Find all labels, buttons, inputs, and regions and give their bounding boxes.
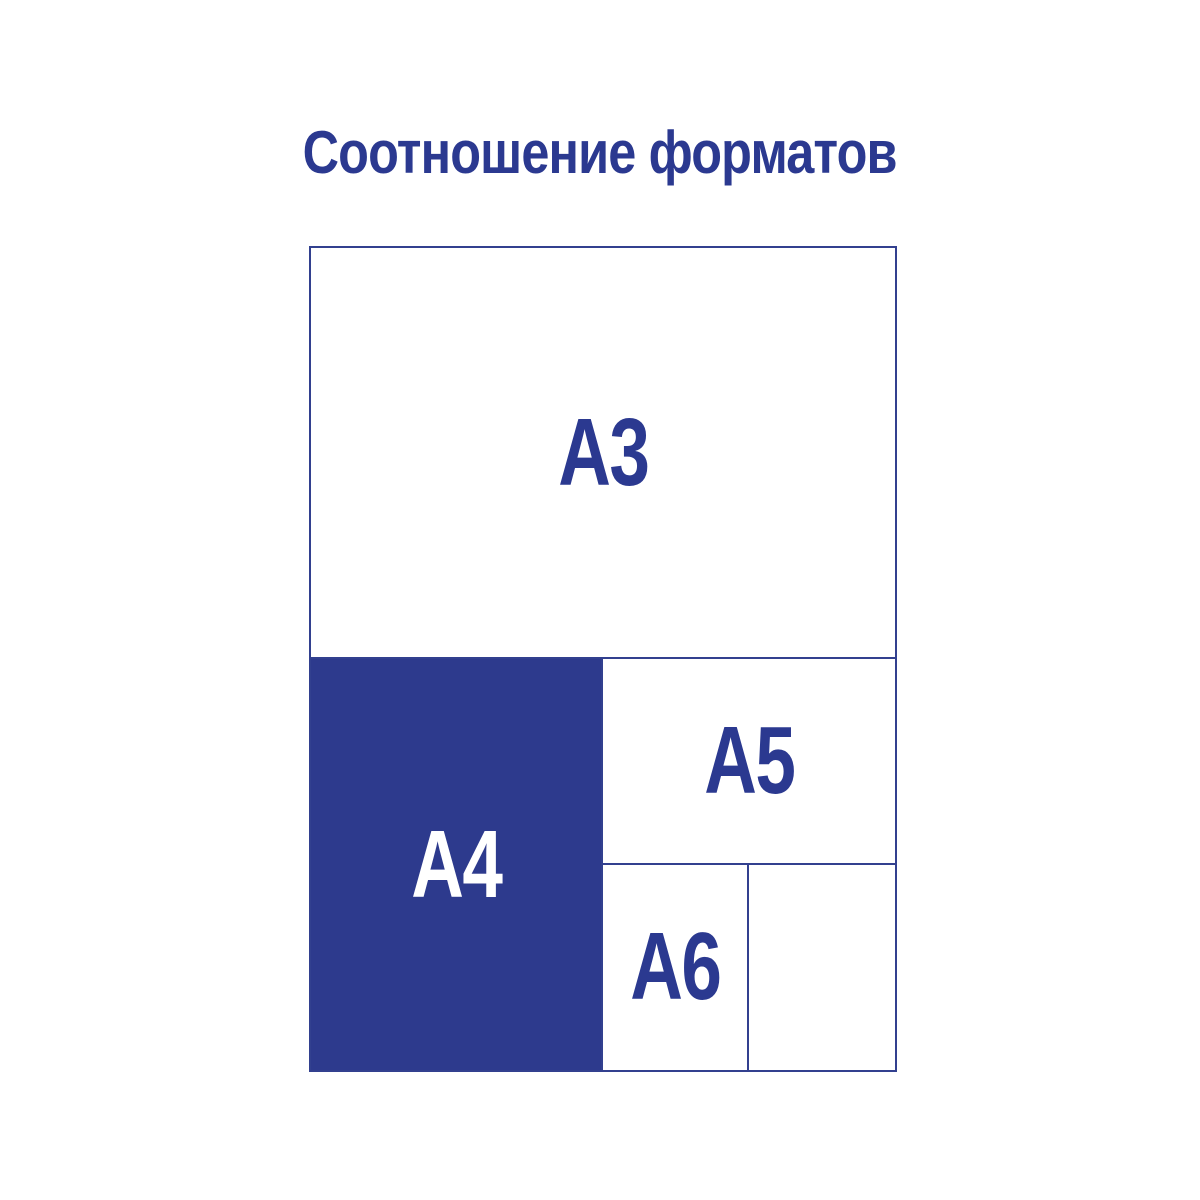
cell-a3: A3 — [311, 248, 895, 659]
sub-row: A6 — [603, 864, 895, 1070]
cell-a4: A4 — [311, 659, 603, 1070]
bottom-row: A4 A5 A6 — [311, 659, 895, 1070]
cell-a6: A6 — [603, 864, 749, 1070]
format-diagram: A3 A4 A5 A6 — [309, 246, 897, 1072]
cell-a3-label: A3 — [557, 398, 650, 506]
right-column: A5 A6 — [603, 659, 895, 1070]
cell-a4-label: A4 — [410, 810, 503, 918]
diagram-title-text: Соотношение форматов — [302, 119, 898, 186]
diagram-title: Соотношение форматов — [0, 118, 1200, 187]
cell-a6-label: A6 — [629, 913, 722, 1021]
cell-a5-label: A5 — [703, 706, 796, 814]
cell-a5: A5 — [603, 659, 895, 865]
cell-remainder — [749, 864, 895, 1070]
